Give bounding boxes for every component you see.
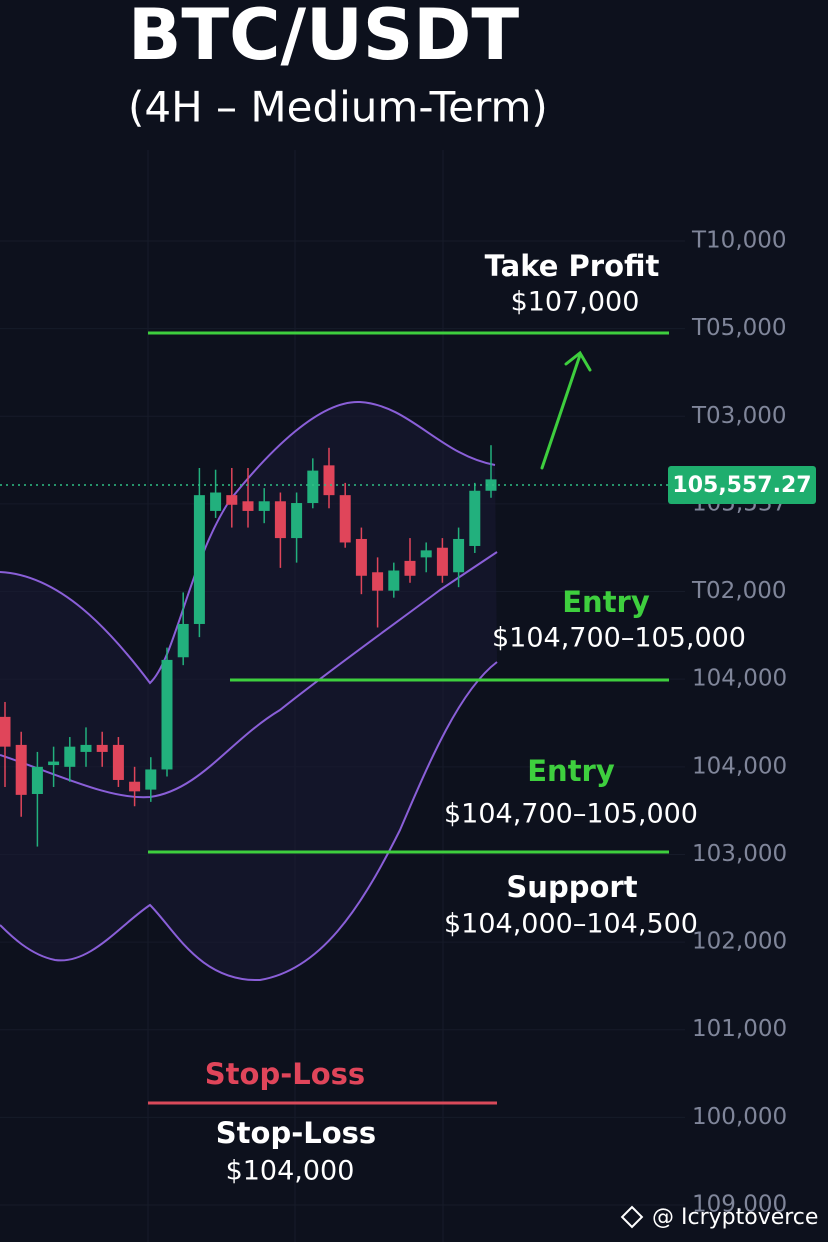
band-fill: [0, 401, 497, 981]
annotation: Entry: [527, 754, 615, 788]
candle-body: [323, 465, 335, 496]
candle-body: [15, 744, 27, 795]
candle-body: [226, 495, 238, 505]
arrow-shaft: [540, 353, 582, 470]
candle-body: [177, 623, 189, 658]
candle-body: [31, 766, 43, 794]
candle-body: [307, 470, 319, 504]
candle-body: [112, 744, 124, 780]
y-tick-label: 103,000: [692, 841, 787, 867]
annotation: Stop-Loss: [216, 1116, 376, 1150]
watermark-icon: [620, 1205, 644, 1229]
price-tag-box: [668, 466, 816, 504]
candle-body: [453, 538, 465, 573]
candle-body: [291, 503, 303, 539]
annotation: Entry: [562, 585, 650, 619]
candle-body: [339, 495, 351, 543]
grid: T10,000T05,000T03,000105,537T02,000104,0…: [0, 228, 787, 1218]
candle-body: [258, 501, 270, 511]
candle-body: [388, 570, 400, 591]
candle-body: [193, 495, 205, 624]
candle-body: [404, 560, 416, 576]
annotation: $104,700–105,000: [492, 623, 746, 654]
watermark: @ Icryptoverce: [652, 1205, 818, 1230]
candle-body: [48, 761, 60, 766]
price-tag: 105,557.27: [672, 473, 811, 498]
annotation: Take Profit: [485, 249, 660, 283]
candles: [0, 445, 497, 847]
y-tick-label: T10,000: [691, 228, 787, 254]
candle-body: [485, 479, 497, 491]
y-tick-label: 100,000: [692, 1104, 787, 1130]
candle-body: [145, 769, 157, 790]
annotation: Stop-Loss: [205, 1057, 365, 1091]
candle-body: [80, 744, 92, 752]
candle-body: [0, 716, 11, 747]
candle-body: [436, 547, 448, 576]
annotation: $104,000–104,500: [444, 909, 698, 940]
arrow: [540, 350, 592, 470]
chart-title: BTC/USDT: [128, 0, 519, 76]
upper-band: [0, 400, 496, 685]
candle-body: [274, 501, 286, 539]
arrow-head: [564, 350, 592, 372]
candle-body: [64, 746, 76, 767]
y-tick-label: T03,000: [691, 403, 787, 429]
y-tick-label: T02,000: [691, 578, 787, 604]
candle-body: [129, 781, 141, 792]
y-tick-label: 102,000: [692, 929, 787, 955]
candle-body: [161, 659, 173, 770]
y-tick-label: 104,000: [692, 666, 787, 692]
lower-band: [0, 661, 498, 982]
y-tick-label: 104,000: [692, 753, 787, 779]
y-tick-label: 109,000: [692, 1192, 787, 1218]
watermark-diamond: [620, 1205, 644, 1229]
candle-body: [96, 744, 108, 752]
candle-body: [372, 572, 384, 591]
candle-body: [210, 492, 222, 511]
annotation: $104,700–105,000: [444, 799, 698, 830]
middle-band: [0, 551, 498, 799]
y-tick-label: 101,000: [692, 1016, 787, 1042]
annotation: Support: [506, 870, 637, 904]
y-tick-label: T05,000: [691, 315, 787, 341]
candle-body: [242, 501, 254, 511]
annotation: $104,000: [226, 1156, 355, 1187]
annotation: $107,000: [511, 287, 640, 318]
chart-subtitle: (4H – Medium-Term): [128, 83, 548, 132]
candle-body: [469, 490, 481, 546]
candle-body: [420, 550, 432, 558]
candle-body: [355, 538, 367, 576]
